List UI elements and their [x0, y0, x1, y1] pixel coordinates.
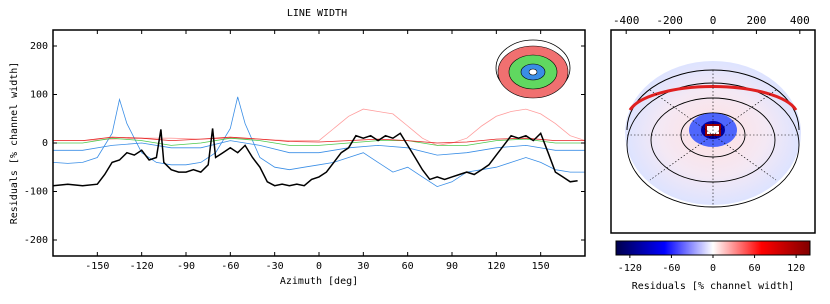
x-tick-label: -200 — [656, 14, 683, 27]
inset — [495, 39, 571, 99]
y-tick-label: -100 — [24, 186, 48, 197]
colorbar — [615, 240, 811, 256]
colorbar-tick-label: 0 — [710, 263, 716, 274]
series-line — [53, 140, 585, 156]
x-tick-label: 90 — [446, 261, 458, 272]
colorbar-tick-label: -60 — [662, 263, 680, 274]
y-tick-label: 0 — [42, 138, 48, 149]
colorbar-label: Residuals [% channel width] — [632, 281, 795, 292]
series-line — [53, 96, 585, 188]
x-tick-label: -150 — [85, 261, 109, 272]
series-line — [53, 136, 585, 144]
x-tick-label: -60 — [221, 261, 239, 272]
colorbar-tick-label: 60 — [749, 263, 761, 274]
y-tick-label: 200 — [30, 41, 48, 52]
series-line — [53, 137, 585, 146]
x-tick-label: 200 — [746, 14, 766, 27]
colorbar-tick-label: 120 — [787, 263, 805, 274]
y-tick-label: 100 — [30, 90, 48, 101]
chart-title: LINE WIDTH — [287, 8, 347, 19]
x-tick-label: 60 — [402, 261, 414, 272]
x-tick-label: 150 — [532, 261, 550, 272]
series-line — [53, 108, 585, 146]
series-line — [53, 128, 578, 187]
disk-map — [625, 61, 801, 208]
colorbar-tick-label: -120 — [618, 263, 642, 274]
x-tick-label: 30 — [357, 261, 369, 272]
x-tick-label: -30 — [266, 261, 284, 272]
x-tick-label: 400 — [790, 14, 810, 27]
y-tick-label: -200 — [24, 235, 48, 246]
x-tick-label: 0 — [316, 261, 322, 272]
x-axis-label: Azimuth [deg] — [280, 276, 358, 287]
plot-lines — [53, 96, 585, 188]
x-tick-label: 0 — [710, 14, 717, 27]
x-tick-label: -120 — [130, 261, 154, 272]
x-tick-label: -400 — [613, 14, 640, 27]
x-tick-label: -90 — [177, 261, 195, 272]
x-tick-label: 120 — [487, 261, 505, 272]
y-axis-label: Residuals [% channel width] — [9, 62, 20, 225]
